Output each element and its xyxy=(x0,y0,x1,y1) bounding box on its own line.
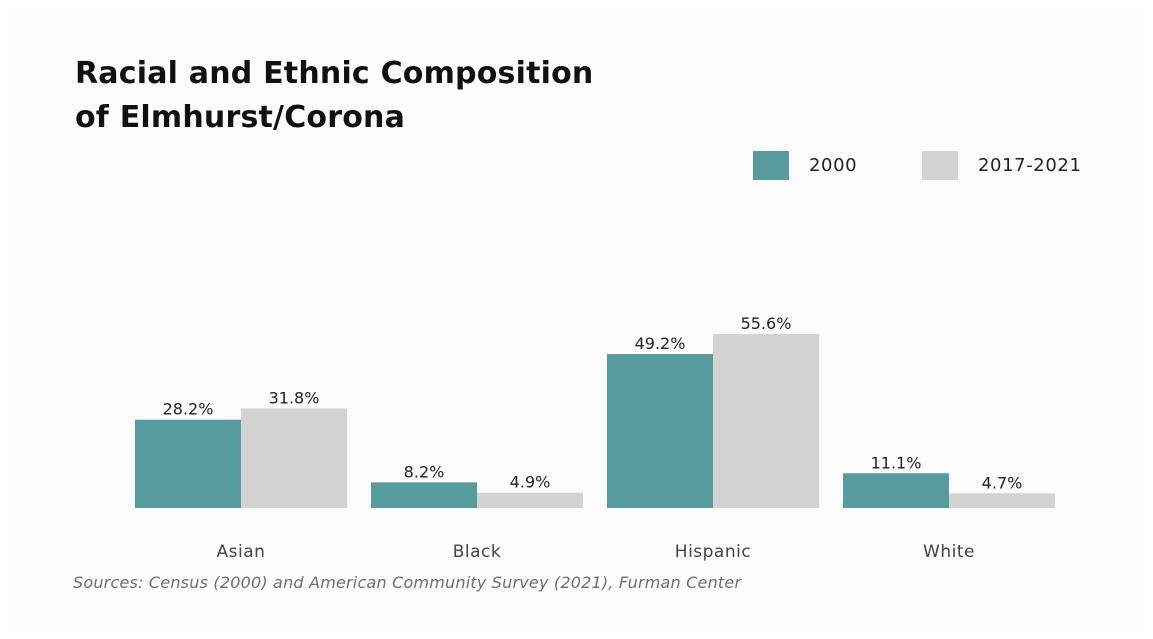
category-label-asian: Asian xyxy=(217,542,266,562)
source-note: Sources: Census (2000) and American Comm… xyxy=(73,573,742,592)
bar-asian-2000 xyxy=(135,419,241,508)
legend-label-2017-2021: 2017-2021 xyxy=(978,154,1082,176)
chart-title: Racial and Ethnic Composition of Elmhurs… xyxy=(75,52,593,140)
bar-hispanic-2000 xyxy=(607,354,713,508)
value-label-black-2000: 8.2% xyxy=(404,462,445,481)
bar-black-2000 xyxy=(371,482,477,508)
value-label-hispanic-2017-2021: 55.6% xyxy=(741,314,792,333)
value-label-asian-2000: 28.2% xyxy=(163,400,214,419)
value-label-white-2017-2021: 4.7% xyxy=(982,473,1023,492)
bar-hispanic-2017-2021 xyxy=(713,334,819,508)
bar-asian-2017-2021 xyxy=(241,408,347,508)
category-label-white: White xyxy=(923,542,975,562)
category-label-black: Black xyxy=(453,542,502,562)
legend-swatch-2000 xyxy=(753,150,789,180)
chart-title-line-2: of Elmhurst/Corona xyxy=(75,100,406,135)
category-label-hispanic: Hispanic xyxy=(675,542,751,562)
value-label-white-2000: 11.1% xyxy=(871,453,922,472)
bar-black-2017-2021 xyxy=(477,492,583,508)
legend-item-2000: 2000 xyxy=(753,150,857,180)
legend-label-2000: 2000 xyxy=(809,154,858,176)
legend-item-2017-2021: 2017-2021 xyxy=(922,150,1082,180)
value-label-asian-2017-2021: 31.8% xyxy=(269,388,320,407)
bar-white-2017-2021 xyxy=(949,493,1055,508)
bar-white-2000 xyxy=(843,473,949,508)
chart-title-line-1: Racial and Ethnic Composition xyxy=(75,56,594,91)
value-label-black-2017-2021: 4.9% xyxy=(510,473,551,492)
legend-swatch-2017-2021 xyxy=(922,150,958,180)
value-label-hispanic-2000: 49.2% xyxy=(635,334,686,353)
chart-card xyxy=(8,8,1146,632)
